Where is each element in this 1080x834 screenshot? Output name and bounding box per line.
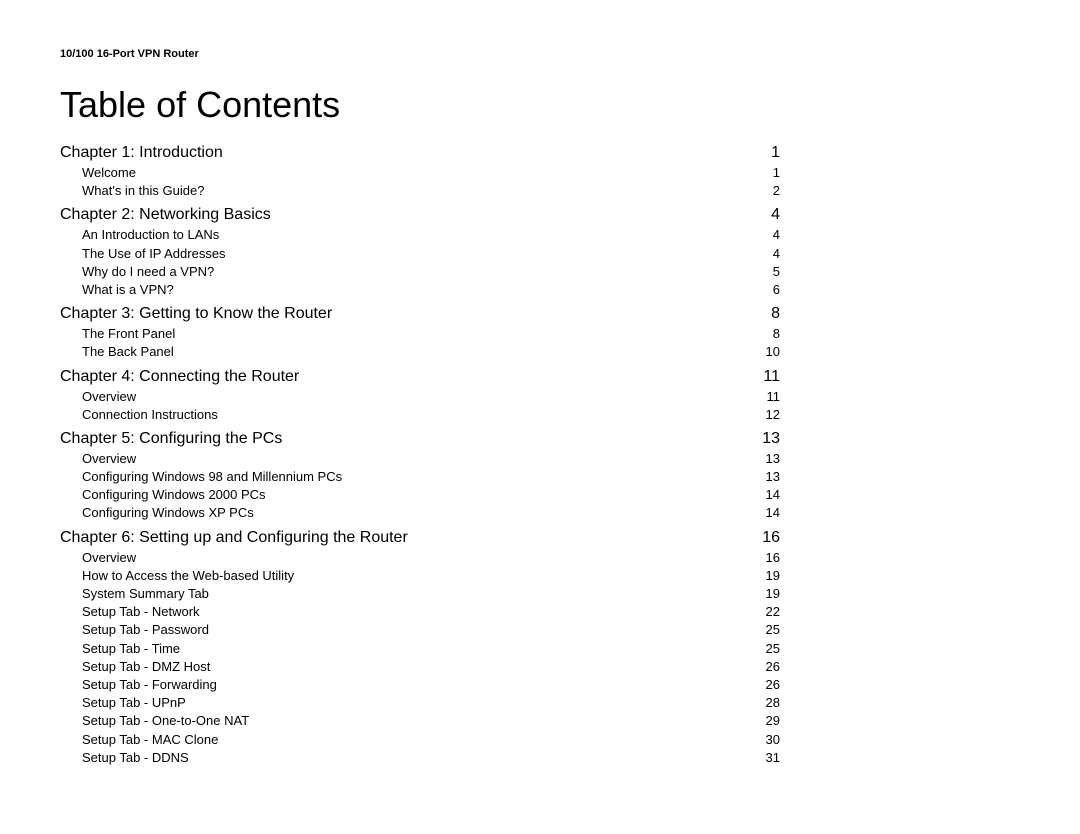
subsection-label: Setup Tab - MAC Clone: [82, 731, 740, 749]
subsection-page: 13: [740, 450, 780, 468]
subsection-page: 26: [740, 658, 780, 676]
chapter-page: 1: [740, 144, 780, 162]
subsection-row: Why do I need a VPN?5: [60, 263, 780, 281]
subsection-page: 10: [740, 343, 780, 361]
subsection-label: What's in this Guide?: [82, 182, 740, 200]
chapter-label: Chapter 2: Networking Basics: [60, 206, 740, 224]
page-title: Table of Contents: [60, 84, 1080, 126]
subsection-row: Setup Tab - Network22: [60, 603, 780, 621]
subsection-label: Overview: [82, 450, 740, 468]
subsection-page: 16: [740, 549, 780, 567]
table-of-contents: Chapter 1: Introduction1Welcome1What's i…: [60, 144, 780, 767]
chapter-row: Chapter 1: Introduction1: [60, 144, 780, 162]
subsection-row: Setup Tab - Forwarding26: [60, 676, 780, 694]
chapter-page: 13: [740, 430, 780, 448]
subsection-page: 25: [740, 621, 780, 639]
subsection-row: Configuring Windows 98 and Millennium PC…: [60, 468, 780, 486]
subsection-label: Setup Tab - DMZ Host: [82, 658, 740, 676]
subsection-row: Setup Tab - DMZ Host26: [60, 658, 780, 676]
subsection-label: Setup Tab - Forwarding: [82, 676, 740, 694]
subsection-row: Setup Tab - MAC Clone30: [60, 731, 780, 749]
subsection-row: An Introduction to LANs4: [60, 226, 780, 244]
subsection-page: 6: [740, 281, 780, 299]
subsection-row: The Back Panel10: [60, 343, 780, 361]
subsection-page: 26: [740, 676, 780, 694]
subsection-page: 19: [740, 567, 780, 585]
subsection-label: Connection Instructions: [82, 406, 740, 424]
chapter-page: 4: [740, 206, 780, 224]
subsection-page: 5: [740, 263, 780, 281]
subsection-page: 4: [740, 245, 780, 263]
subsection-row: The Use of IP Addresses4: [60, 245, 780, 263]
subsection-row: Overview13: [60, 450, 780, 468]
chapter-label: Chapter 1: Introduction: [60, 144, 740, 162]
subsection-label: Configuring Windows XP PCs: [82, 504, 740, 522]
subsection-label: System Summary Tab: [82, 585, 740, 603]
subsection-page: 11: [740, 388, 780, 406]
subsection-label: The Use of IP Addresses: [82, 245, 740, 263]
subsection-label: Configuring Windows 98 and Millennium PC…: [82, 468, 740, 486]
subsection-label: Configuring Windows 2000 PCs: [82, 486, 740, 504]
subsection-row: Welcome1: [60, 164, 780, 182]
subsection-page: 28: [740, 694, 780, 712]
subsection-row: Overview11: [60, 388, 780, 406]
subsection-label: What is a VPN?: [82, 281, 740, 299]
subsection-label: Setup Tab - DDNS: [82, 749, 740, 767]
subsection-row: What's in this Guide?2: [60, 182, 780, 200]
subsection-page: 19: [740, 585, 780, 603]
subsection-label: Setup Tab - Time: [82, 640, 740, 658]
subsection-page: 14: [740, 504, 780, 522]
subsection-label: An Introduction to LANs: [82, 226, 740, 244]
chapter-row: Chapter 6: Setting up and Configuring th…: [60, 529, 780, 547]
subsection-row: Setup Tab - UPnP28: [60, 694, 780, 712]
subsection-page: 25: [740, 640, 780, 658]
subsection-label: How to Access the Web-based Utility: [82, 567, 740, 585]
chapter-label: Chapter 3: Getting to Know the Router: [60, 305, 740, 323]
chapter-row: Chapter 4: Connecting the Router11: [60, 368, 780, 386]
subsection-row: What is a VPN?6: [60, 281, 780, 299]
chapter-row: Chapter 2: Networking Basics4: [60, 206, 780, 224]
subsection-page: 4: [740, 226, 780, 244]
chapter-page: 11: [740, 368, 780, 386]
subsection-row: Setup Tab - Password25: [60, 621, 780, 639]
subsection-row: How to Access the Web-based Utility19: [60, 567, 780, 585]
subsection-row: Setup Tab - Time25: [60, 640, 780, 658]
subsection-page: 1: [740, 164, 780, 182]
subsection-page: 14: [740, 486, 780, 504]
subsection-row: Configuring Windows XP PCs14: [60, 504, 780, 522]
subsection-label: Setup Tab - One-to-One NAT: [82, 712, 740, 730]
subsection-page: 8: [740, 325, 780, 343]
subsection-page: 12: [740, 406, 780, 424]
subsection-row: The Front Panel8: [60, 325, 780, 343]
subsection-page: 31: [740, 749, 780, 767]
subsection-row: Configuring Windows 2000 PCs14: [60, 486, 780, 504]
subsection-page: 29: [740, 712, 780, 730]
subsection-page: 30: [740, 731, 780, 749]
chapter-page: 16: [740, 529, 780, 547]
subsection-row: Setup Tab - One-to-One NAT29: [60, 712, 780, 730]
chapter-label: Chapter 4: Connecting the Router: [60, 368, 740, 386]
subsection-label: The Back Panel: [82, 343, 740, 361]
subsection-page: 22: [740, 603, 780, 621]
subsection-label: Setup Tab - Network: [82, 603, 740, 621]
subsection-page: 2: [740, 182, 780, 200]
subsection-row: Overview16: [60, 549, 780, 567]
document-header: 10/100 16-Port VPN Router: [60, 48, 1080, 60]
subsection-label: Setup Tab - UPnP: [82, 694, 740, 712]
subsection-label: The Front Panel: [82, 325, 740, 343]
chapter-page: 8: [740, 305, 780, 323]
chapter-row: Chapter 3: Getting to Know the Router8: [60, 305, 780, 323]
subsection-row: Setup Tab - DDNS31: [60, 749, 780, 767]
subsection-page: 13: [740, 468, 780, 486]
subsection-row: Connection Instructions12: [60, 406, 780, 424]
chapter-label: Chapter 5: Configuring the PCs: [60, 430, 740, 448]
subsection-label: Why do I need a VPN?: [82, 263, 740, 281]
subsection-label: Overview: [82, 388, 740, 406]
subsection-label: Welcome: [82, 164, 740, 182]
subsection-row: System Summary Tab19: [60, 585, 780, 603]
chapter-label: Chapter 6: Setting up and Configuring th…: [60, 529, 740, 547]
subsection-label: Overview: [82, 549, 740, 567]
chapter-row: Chapter 5: Configuring the PCs13: [60, 430, 780, 448]
subsection-label: Setup Tab - Password: [82, 621, 740, 639]
